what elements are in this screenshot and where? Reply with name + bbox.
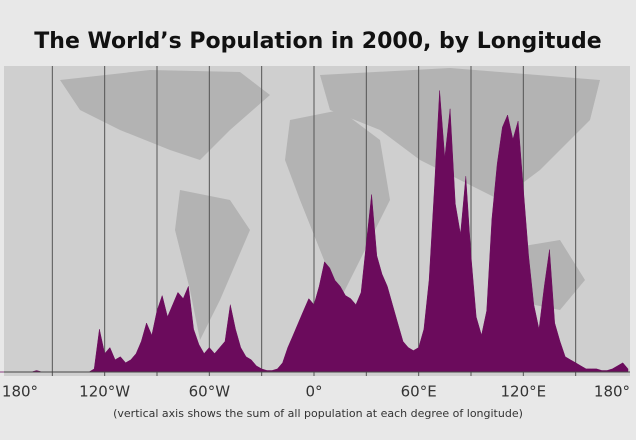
axis-note: (vertical axis shows the sum of all popu… bbox=[113, 407, 523, 420]
x-tick-label: 0° bbox=[305, 383, 322, 401]
x-tick-label: 180° bbox=[594, 383, 630, 401]
x-tick-label: 120°W bbox=[79, 383, 130, 401]
x-tick-label: 120°E bbox=[501, 383, 547, 401]
africa bbox=[285, 110, 390, 300]
chart-title: The World’s Population in 2000, by Longi… bbox=[34, 29, 601, 54]
x-tick-label: 60°E bbox=[401, 383, 437, 401]
south-america bbox=[175, 190, 250, 340]
eurasia bbox=[320, 68, 600, 200]
north-america bbox=[60, 70, 270, 160]
x-tick-label: 60°W bbox=[189, 383, 231, 401]
x-tick-label: 180° bbox=[2, 383, 38, 401]
population-area bbox=[0, 90, 629, 373]
